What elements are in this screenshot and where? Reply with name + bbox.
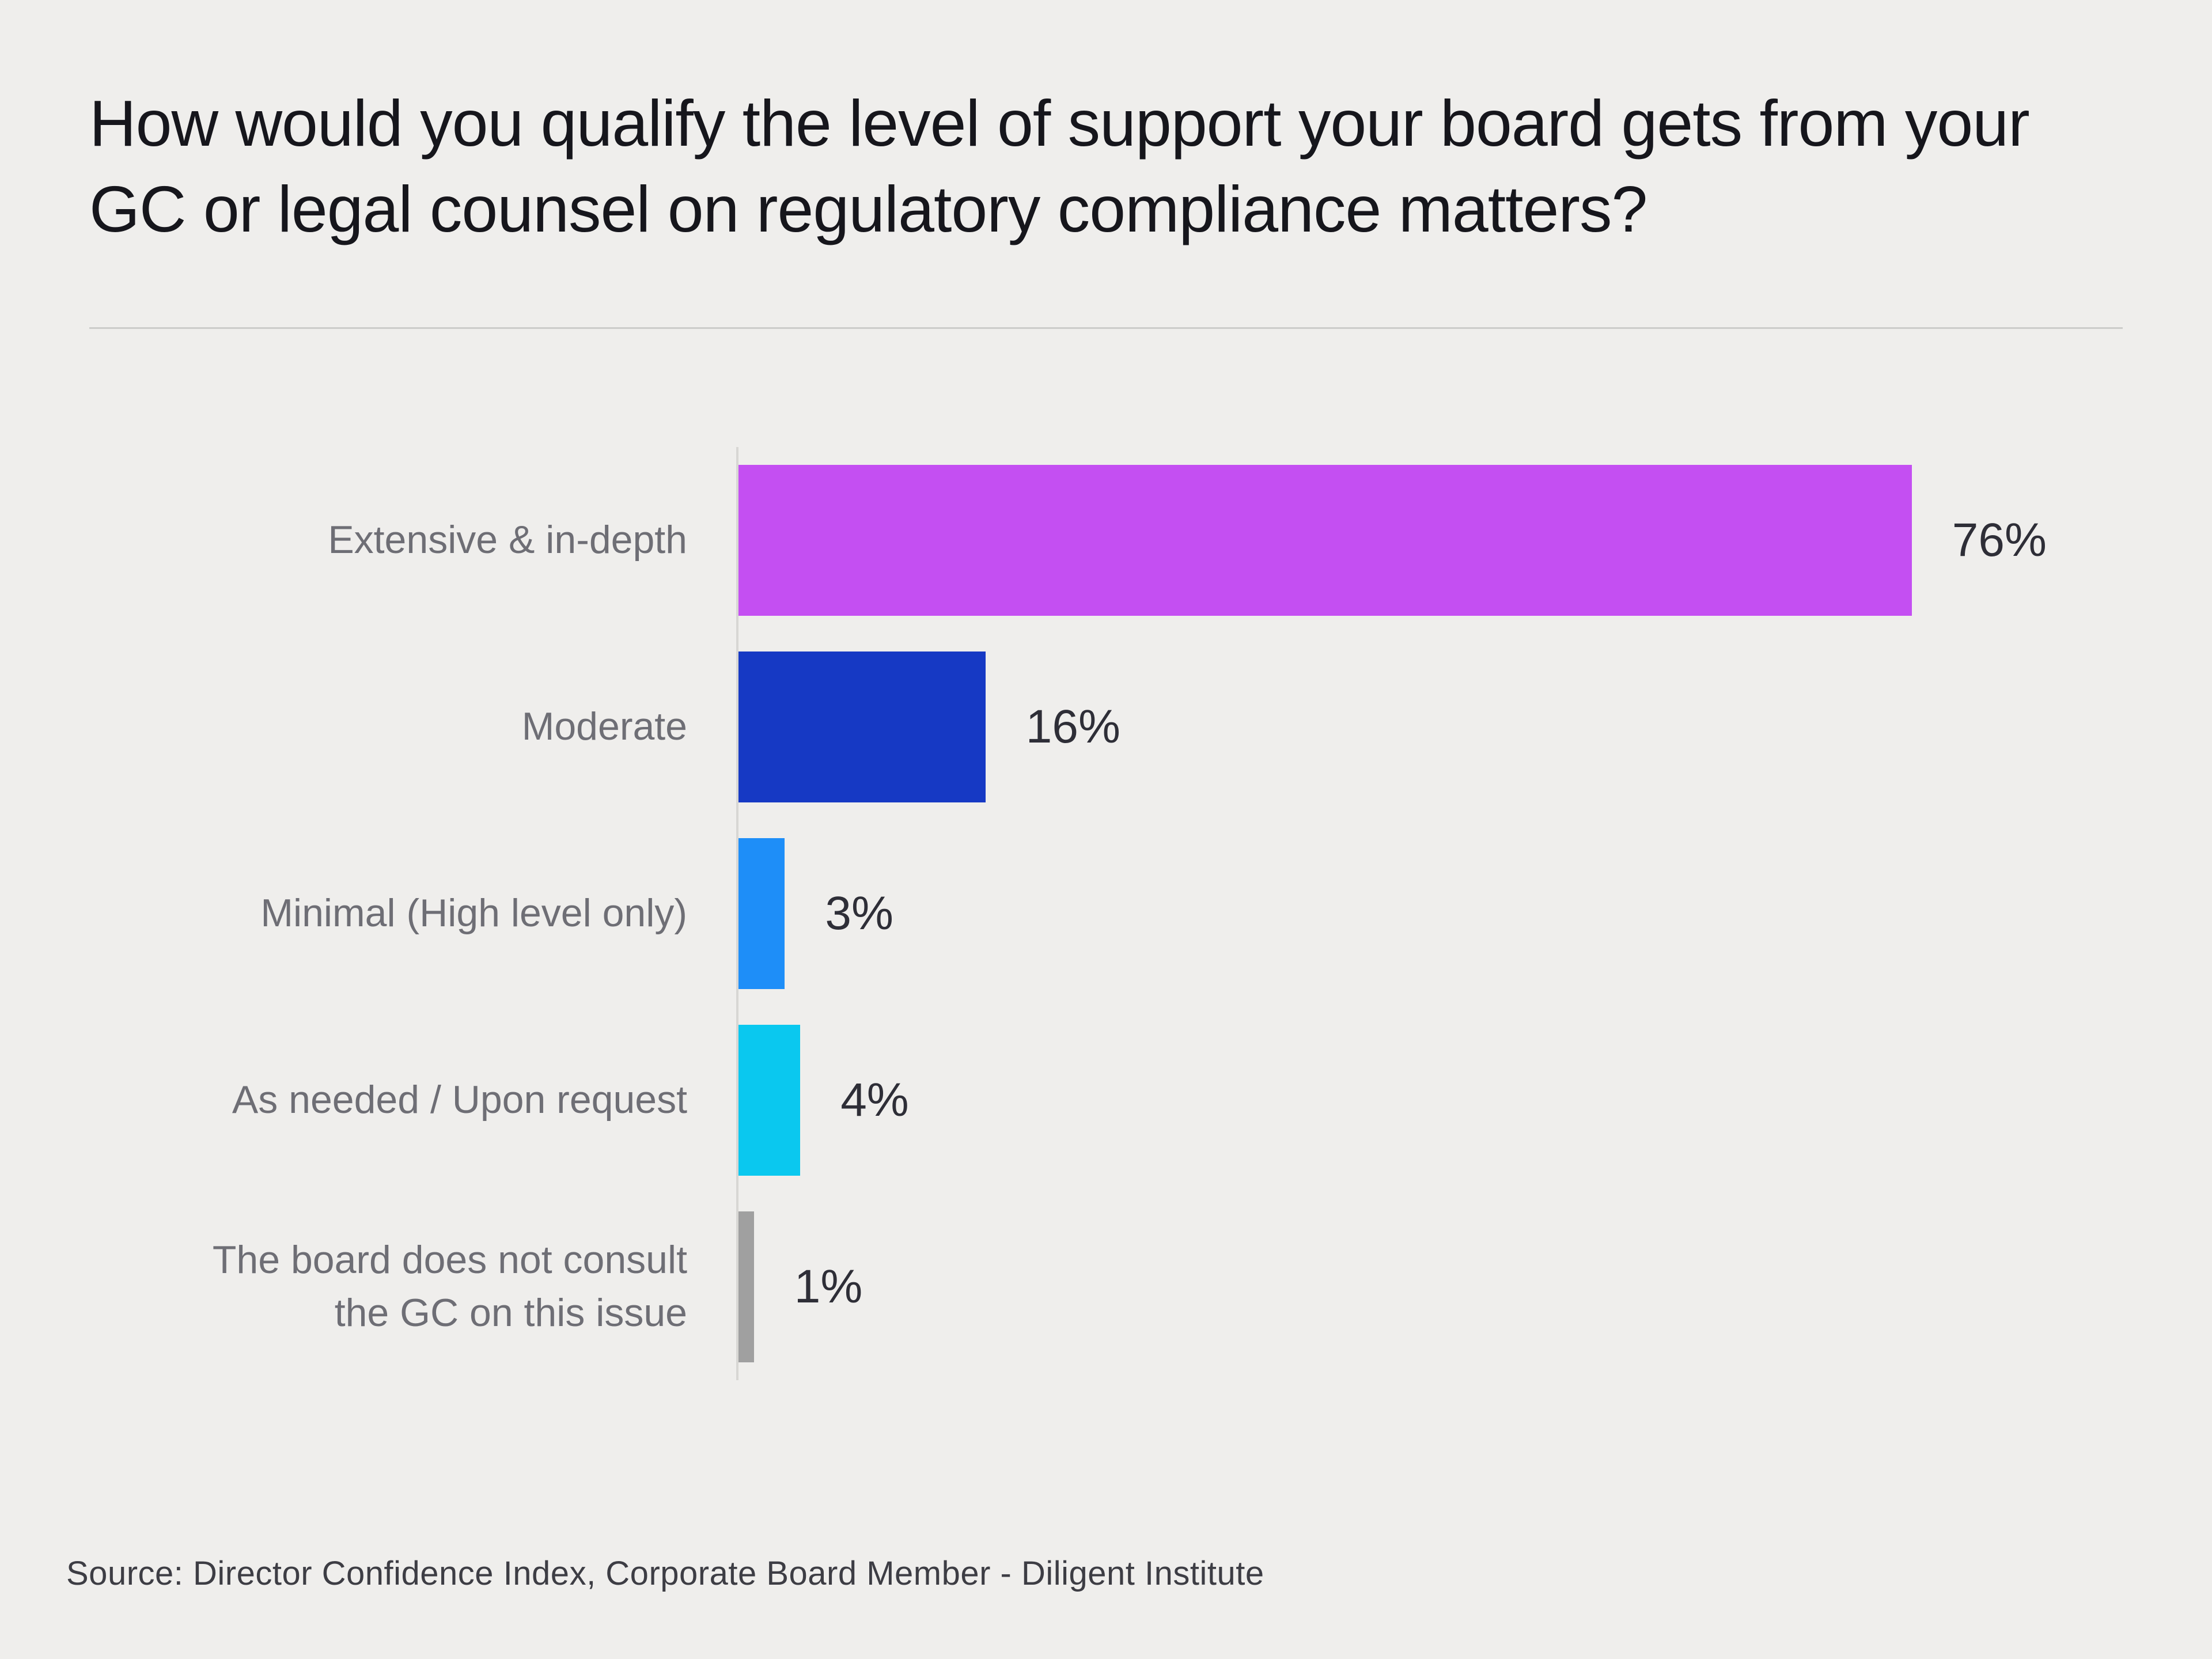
bar-area: 76% (736, 447, 2123, 634)
bar-area: 4% (736, 1007, 2123, 1194)
source-attribution: Source: Director Confidence Index, Corpo… (66, 1555, 1264, 1592)
bar-row: Extensive & in-depth 76% (89, 447, 2123, 634)
value-label: 1% (794, 1260, 863, 1313)
bar (738, 838, 785, 989)
value-label: 4% (840, 1074, 909, 1126)
bar-row: The board does not consult the GC on thi… (89, 1194, 2123, 1380)
bar-chart: Extensive & in-depth 76% Moderate 16% Mi… (89, 447, 2123, 1380)
category-label: The board does not consult the GC on thi… (212, 1238, 687, 1335)
bar (738, 1211, 754, 1362)
category-label: As needed / Upon request (232, 1078, 687, 1122)
bar-row: Moderate 16% (89, 634, 2123, 820)
value-label: 76% (1952, 514, 2047, 566)
bar (738, 465, 1912, 616)
bar (738, 652, 986, 802)
category-label: Extensive & in-depth (328, 518, 687, 562)
title-divider (89, 327, 2123, 329)
category-label: Moderate (521, 704, 687, 749)
value-label: 3% (825, 887, 893, 940)
chart-title: How would you qualify the level of suppo… (89, 87, 2030, 246)
bar-area: 1% (736, 1194, 2123, 1380)
bar-area: 16% (736, 634, 2123, 820)
bar-row: Minimal (High level only) 3% (89, 820, 2123, 1007)
category-label: Minimal (High level only) (260, 891, 687, 935)
bar-row: As needed / Upon request 4% (89, 1007, 2123, 1194)
bar (738, 1025, 801, 1176)
value-label: 16% (1025, 700, 1120, 753)
bar-area: 3% (736, 820, 2123, 1007)
